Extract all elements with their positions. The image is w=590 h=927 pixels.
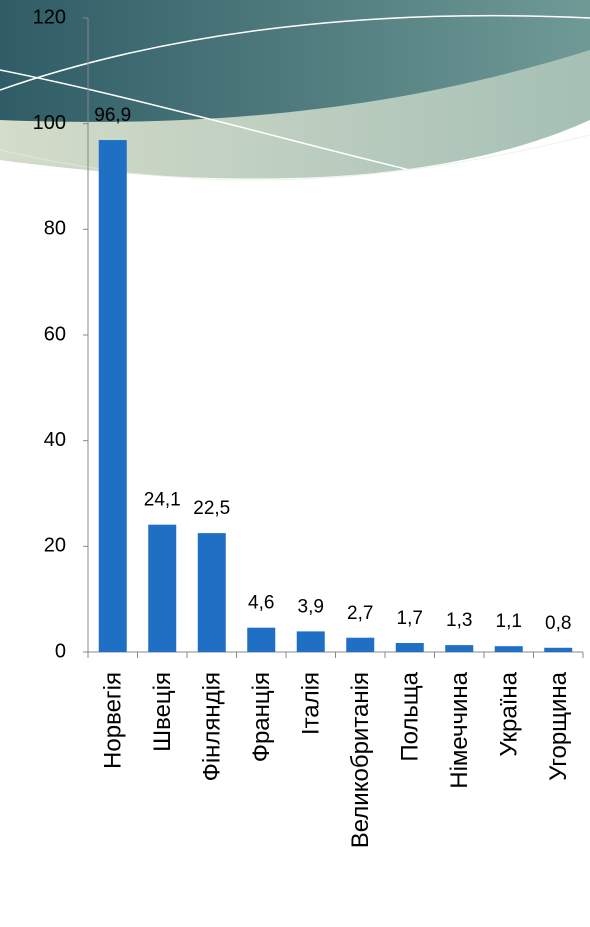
x-tick-label: Великобританія	[347, 672, 374, 848]
value-label: 22,5	[193, 498, 230, 519]
value-label: 1,1	[496, 611, 522, 632]
x-tick-label: Польща	[396, 671, 423, 761]
value-label: 4,6	[248, 593, 274, 614]
value-label: 3,9	[298, 596, 324, 617]
y-tick-label: 60	[44, 323, 66, 345]
y-tick-label: 100	[33, 112, 66, 134]
bar	[197, 533, 226, 652]
y-tick-label: 80	[44, 218, 66, 240]
value-label: 24,1	[144, 490, 181, 511]
bar	[247, 627, 276, 652]
x-tick-label: Франція	[248, 672, 275, 762]
value-label: 1,7	[397, 608, 423, 629]
bar	[148, 524, 177, 652]
bar	[346, 637, 375, 652]
x-tick-label: Фінляндія	[198, 672, 225, 781]
bar	[445, 645, 474, 652]
bar	[395, 643, 424, 652]
bar	[544, 647, 573, 652]
x-tick-label: Італія	[297, 672, 324, 735]
value-label: 0,8	[545, 613, 571, 634]
value-label: 96,9	[94, 105, 131, 126]
x-tick-label: Угорщина	[545, 671, 572, 780]
x-tick-label: Норвегія	[99, 672, 126, 769]
y-tick-label: 120	[33, 6, 66, 28]
y-tick-label: 20	[44, 535, 66, 557]
bar	[494, 646, 523, 652]
x-tick-label: Німеччина	[446, 671, 473, 788]
value-label: 2,7	[347, 603, 373, 624]
background-decoration	[0, 0, 590, 183]
y-tick-label: 0	[55, 640, 66, 662]
value-label: 1,3	[446, 610, 472, 631]
x-tick-label: Україна	[495, 671, 522, 756]
bar	[296, 631, 325, 652]
bar	[98, 140, 127, 653]
x-tick-label: Швеція	[149, 672, 176, 752]
y-tick-label: 40	[44, 429, 66, 451]
